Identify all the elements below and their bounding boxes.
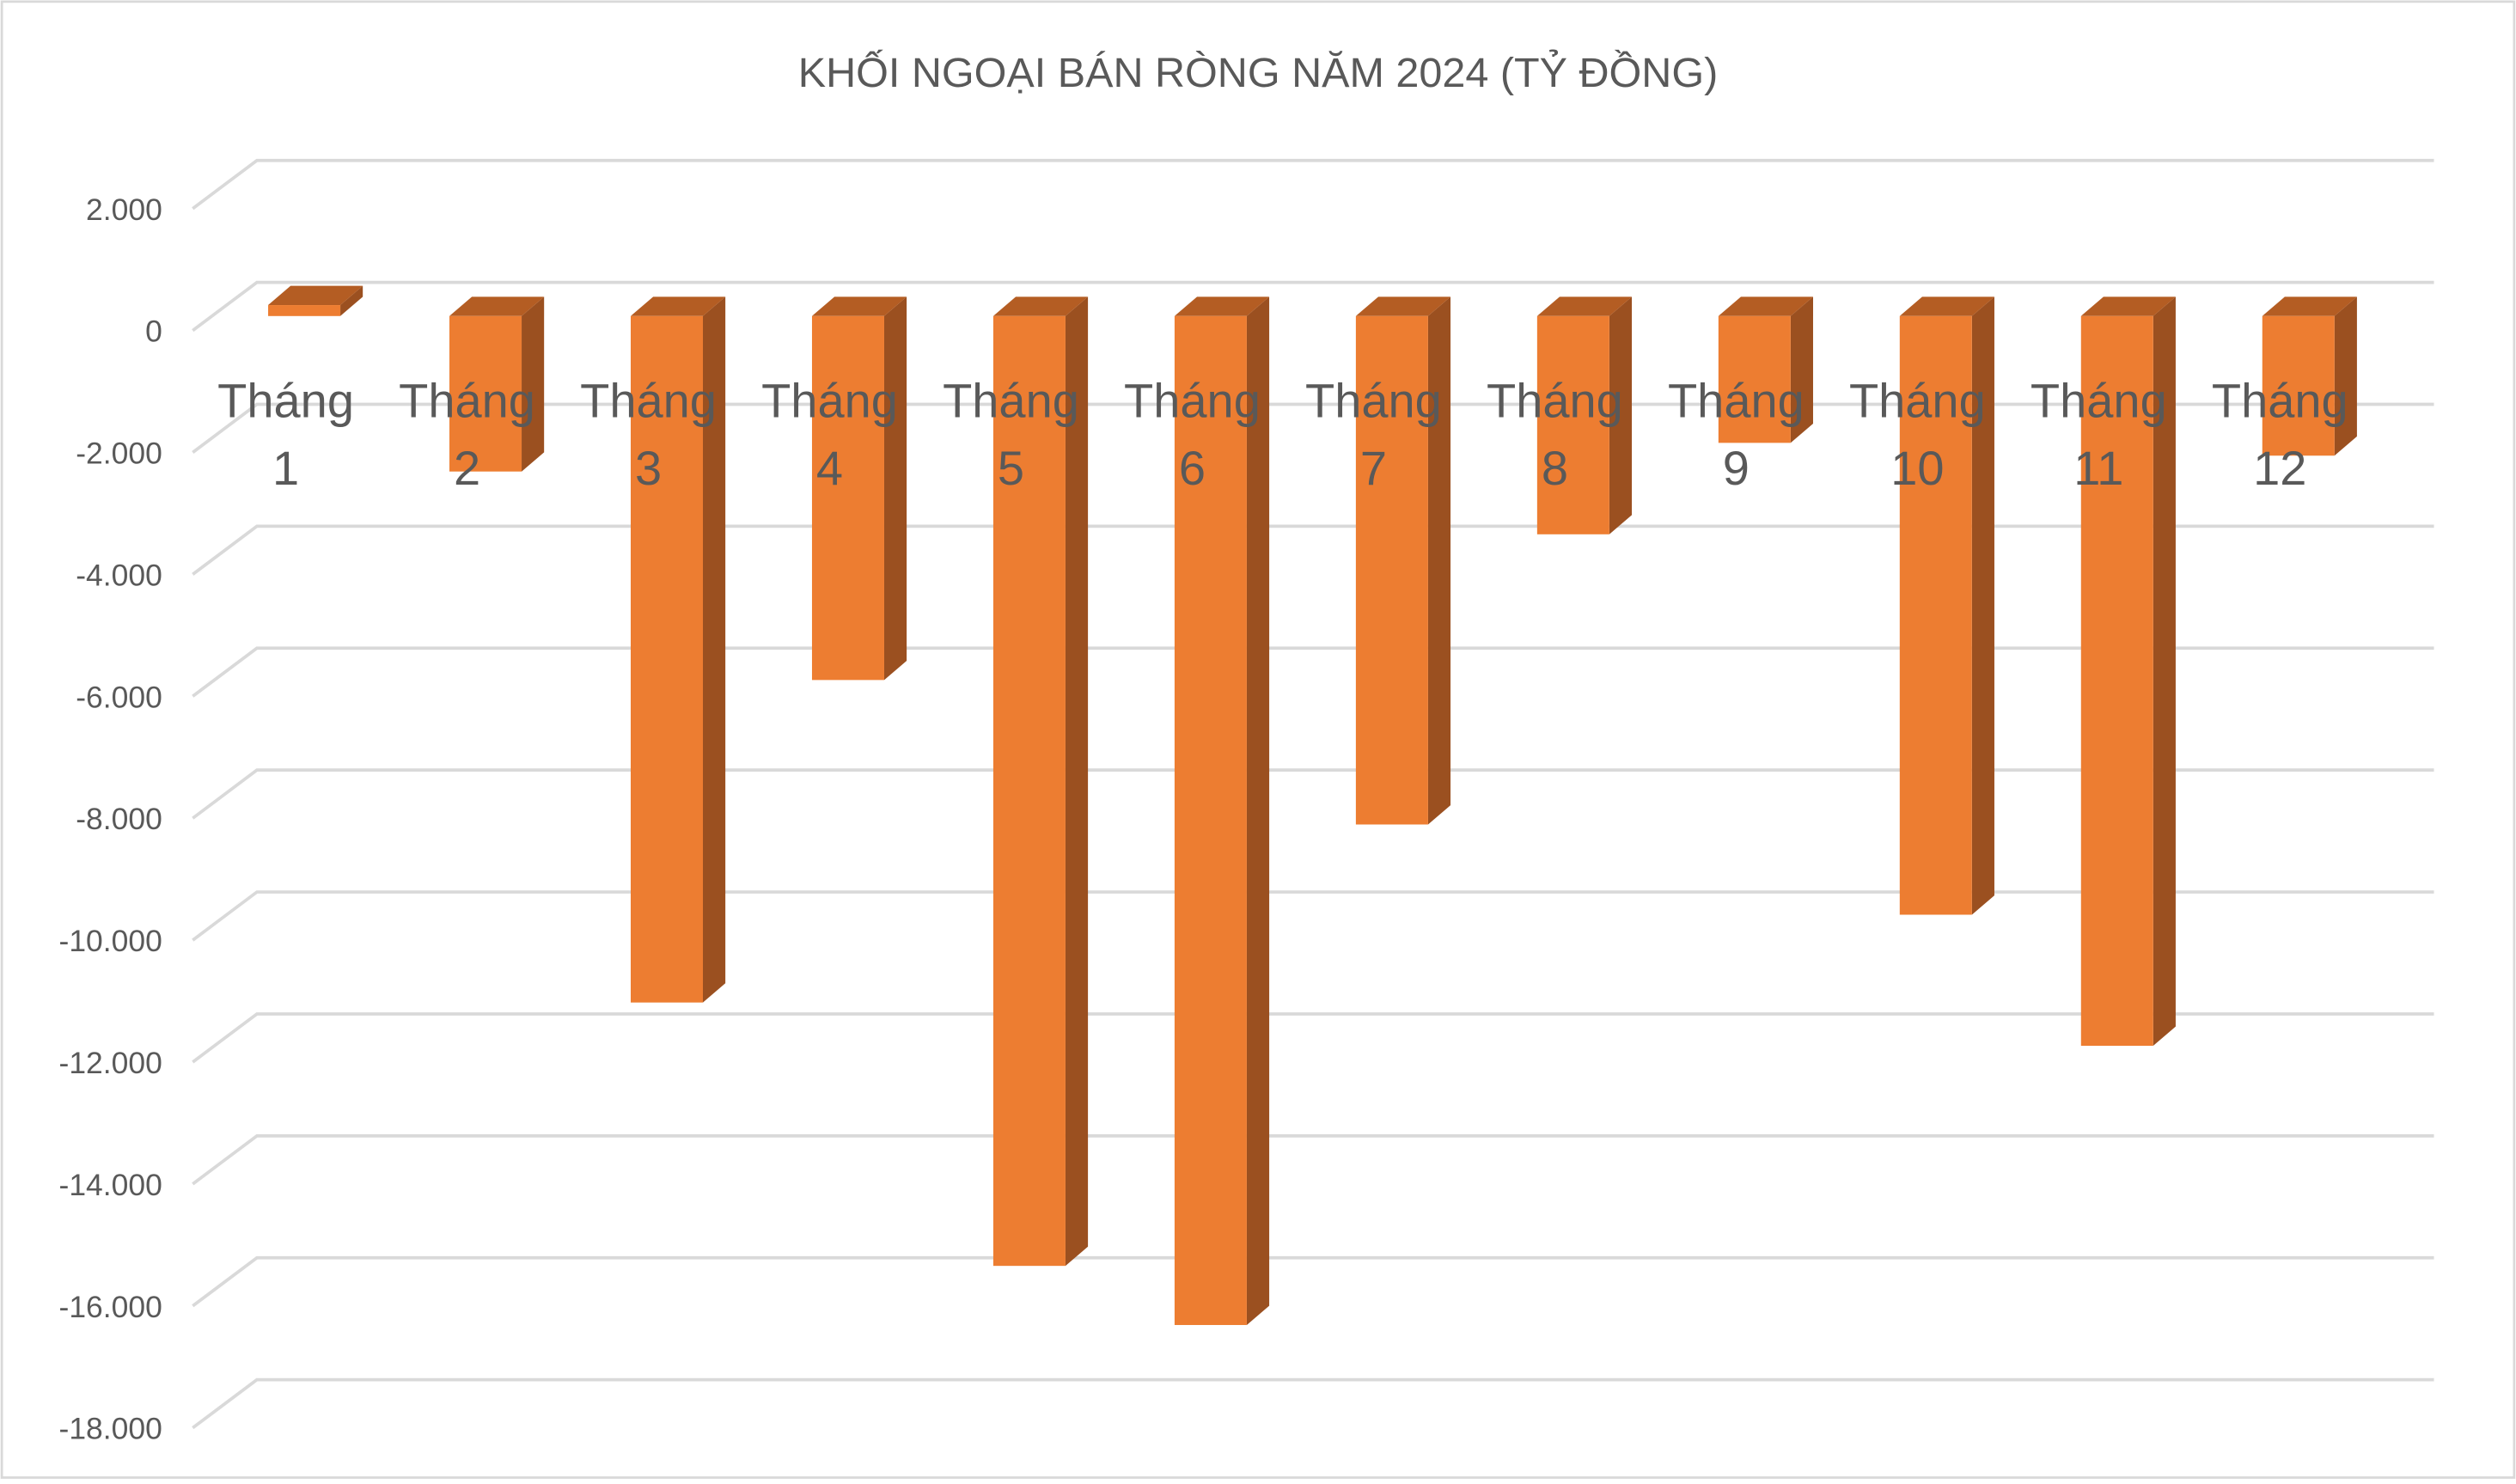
x-tick-label: Tháng — [1487, 373, 1623, 427]
gridline — [192, 1255, 2434, 1308]
y-tick-label: -4.000 — [76, 558, 162, 592]
x-tick-label: Tháng — [943, 373, 1079, 427]
bar-side — [340, 285, 363, 316]
x-tick-label: 8 — [1542, 441, 1568, 495]
bar-top — [1899, 296, 1994, 316]
x-tick-label: 1 — [272, 441, 299, 495]
bar-front — [1174, 315, 1247, 1325]
gridline — [192, 646, 2434, 698]
x-tick-label: 5 — [998, 441, 1024, 495]
x-tick-label: 3 — [635, 441, 662, 495]
y-tick-label: -10.000 — [59, 924, 162, 958]
bar-side — [522, 296, 545, 472]
x-tick-label: Tháng — [1849, 373, 1986, 427]
bar-front — [992, 315, 1066, 1267]
bar-month-10 — [1899, 296, 1994, 915]
x-tick-label: Tháng — [1124, 373, 1261, 427]
bar-front — [449, 315, 522, 472]
bar-side — [1971, 296, 1994, 915]
bar-month-11 — [2080, 296, 2176, 1047]
bar-front — [630, 315, 704, 1003]
bar-month-12 — [2262, 296, 2357, 456]
gridline — [192, 1377, 2434, 1430]
bar-top — [1718, 296, 1813, 316]
bar-month-1 — [268, 285, 363, 316]
gridline — [192, 402, 2434, 454]
y-tick-label: -2.000 — [76, 437, 162, 471]
x-tick-label: Tháng — [1305, 373, 1442, 427]
bar-month-3 — [630, 296, 726, 1003]
y-tick-label: -8.000 — [76, 802, 162, 836]
bar-front — [1536, 315, 1609, 534]
bar-front — [811, 315, 884, 681]
bar-top — [2262, 296, 2357, 316]
y-tick-label: 2.000 — [86, 192, 162, 227]
x-tick-label: 4 — [816, 441, 843, 495]
bar-month-8 — [1536, 296, 1633, 534]
x-tick-label: Tháng — [217, 373, 354, 427]
bar-front — [2262, 315, 2335, 456]
bar-side — [2334, 296, 2357, 456]
gridline — [192, 1012, 2434, 1064]
bar-top — [630, 296, 726, 316]
x-tick-label: 12 — [2253, 441, 2306, 495]
x-tick-label: 7 — [1360, 441, 1387, 495]
x-tick-label: 6 — [1179, 441, 1206, 495]
bar-side — [1427, 296, 1451, 825]
bar-front — [1355, 315, 1428, 825]
bar-month-4 — [811, 296, 907, 681]
y-tick-label: 0 — [145, 315, 162, 349]
x-tick-label: 9 — [1723, 441, 1750, 495]
gridline — [192, 1133, 2434, 1186]
y-tick-label: -18.000 — [59, 1412, 162, 1446]
bar-top — [2080, 296, 2176, 316]
gridline — [192, 280, 2434, 333]
x-tick-label: Tháng — [1668, 373, 1805, 427]
bar-top — [1174, 296, 1270, 316]
bar-top — [992, 296, 1089, 316]
bar-side — [1790, 296, 1813, 443]
bar-side — [883, 296, 907, 681]
bar-month-6 — [1174, 296, 1270, 1325]
chart-title: KHỐI NGOẠI BÁN RÒNG NĂM 2024 (TỶ ĐỒNG) — [798, 49, 1719, 96]
bar-month-5 — [992, 296, 1089, 1267]
x-tick-label: Tháng — [580, 373, 717, 427]
x-tick-label: Tháng — [399, 373, 535, 427]
bar-front — [2080, 315, 2153, 1047]
y-tick-label: -14.000 — [59, 1168, 162, 1202]
bar-side — [1609, 296, 1633, 534]
gridline — [192, 768, 2434, 820]
bar-side — [2153, 296, 2176, 1047]
x-tick-label: Tháng — [761, 373, 898, 427]
bar-side — [1065, 296, 1089, 1267]
bar-top — [1536, 296, 1633, 316]
bar-top — [1355, 296, 1451, 316]
x-tick-label: 11 — [2073, 441, 2123, 495]
x-tick-label: Tháng — [2031, 373, 2167, 427]
bar-front — [1718, 315, 1791, 443]
gridline — [192, 158, 2434, 211]
y-tick-label: -12.000 — [59, 1046, 162, 1080]
bar-month-9 — [1718, 296, 1813, 443]
gridline — [192, 524, 2434, 576]
y-tick-label: -16.000 — [59, 1290, 162, 1324]
bar-side — [703, 296, 726, 1003]
bar-month-2 — [449, 296, 545, 472]
x-tick-label: 10 — [1890, 441, 1944, 495]
bar-front — [268, 305, 341, 316]
bar-side — [1246, 296, 1270, 1325]
bar-top — [449, 296, 545, 316]
bar-front — [1899, 315, 1972, 915]
gridline — [192, 890, 2434, 942]
bar-top — [268, 285, 363, 306]
x-tick-label: 2 — [454, 441, 480, 495]
x-tick-label: Tháng — [2212, 373, 2348, 427]
y-tick-label: -6.000 — [76, 680, 162, 714]
bar-top — [811, 296, 907, 316]
bar-month-7 — [1355, 296, 1451, 825]
